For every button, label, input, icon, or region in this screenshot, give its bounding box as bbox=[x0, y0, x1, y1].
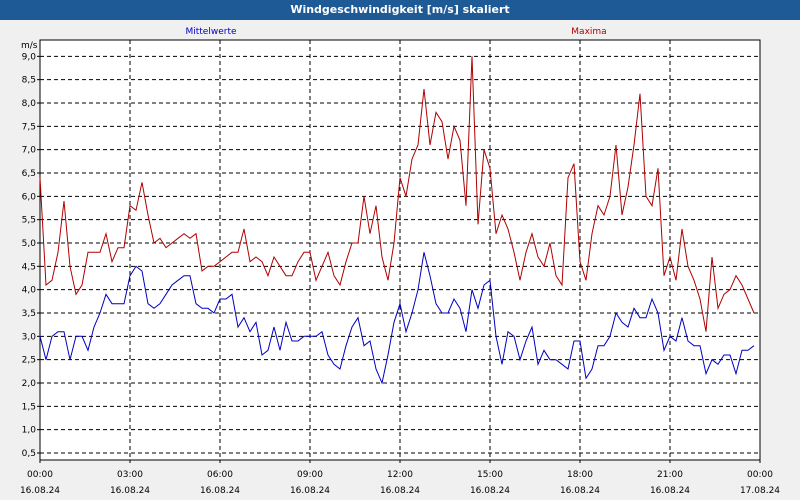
x-tick-date-label: 16.08.24 bbox=[560, 486, 600, 496]
y-tick-label: 3,5 bbox=[22, 309, 36, 319]
grid-lines bbox=[37, 40, 761, 463]
series-line-mittelwerte bbox=[39, 252, 755, 385]
x-tick-time-label: 00:00 bbox=[27, 470, 53, 480]
y-tick-label: 6,0 bbox=[22, 192, 37, 202]
x-tick-time-label: 06:00 bbox=[207, 470, 233, 480]
series-line-maxima bbox=[39, 56, 755, 332]
y-tick-label: 2,0 bbox=[22, 379, 37, 389]
x-tick-time-label: 15:00 bbox=[477, 470, 503, 480]
y-axis-unit-label: m/s bbox=[21, 41, 38, 51]
y-tick-label: 7,5 bbox=[22, 122, 36, 132]
y-tick-label: 3,0 bbox=[22, 332, 37, 342]
y-tick-label: 1,5 bbox=[22, 402, 36, 412]
x-tick-date-label: 16.08.24 bbox=[20, 486, 60, 496]
x-tick-date-label: 16.08.24 bbox=[290, 486, 330, 496]
x-tick-time-label: 18:00 bbox=[567, 470, 593, 480]
y-tick-label: 4,0 bbox=[22, 286, 37, 296]
legend-mittelwerte: Mittelwerte bbox=[185, 27, 236, 37]
x-tick-time-label: 03:00 bbox=[117, 470, 143, 480]
x-tick-time-label: 00:00 bbox=[747, 470, 773, 480]
window-title: Windgeschwindigkeit [m/s] skaliert bbox=[0, 0, 800, 20]
x-tick-date-label: 16.08.24 bbox=[650, 486, 690, 496]
x-tick-date-label: 16.08.24 bbox=[380, 486, 420, 496]
y-tick-label: 5,0 bbox=[22, 239, 37, 249]
y-tick-label: 0,5 bbox=[22, 449, 36, 459]
y-tick-label: 2,5 bbox=[22, 356, 36, 366]
y-tick-label: 1,0 bbox=[22, 426, 37, 436]
x-tick-time-label: 21:00 bbox=[657, 470, 683, 480]
legend-maxima: Maxima bbox=[571, 27, 606, 37]
y-tick-label: 4,5 bbox=[22, 262, 36, 272]
x-tick-time-label: 12:00 bbox=[387, 470, 413, 480]
axis-labels: 0,5 1,0 1,5 2,0 2,5 3,0 3,5 4,0 4,5 5,0 5,5 6,0 6,5 7… bbox=[20, 52, 780, 496]
y-tick-label: 8,0 bbox=[22, 99, 37, 109]
y-tick-label: 8,5 bbox=[22, 76, 36, 86]
y-tick-label: 9,0 bbox=[22, 52, 37, 62]
y-tick-label: 5,5 bbox=[22, 216, 36, 226]
x-tick-time-label: 09:00 bbox=[297, 470, 323, 480]
x-tick-date-label: 17.08.24 bbox=[740, 486, 780, 496]
x-tick-date-label: 16.08.24 bbox=[200, 486, 240, 496]
y-tick-label: 7,0 bbox=[22, 146, 37, 156]
x-tick-date-label: 16.08.24 bbox=[470, 486, 510, 496]
y-tick-label: 6,5 bbox=[22, 169, 36, 179]
x-tick-date-label: 16.08.24 bbox=[110, 486, 150, 496]
series-lines bbox=[39, 56, 755, 385]
